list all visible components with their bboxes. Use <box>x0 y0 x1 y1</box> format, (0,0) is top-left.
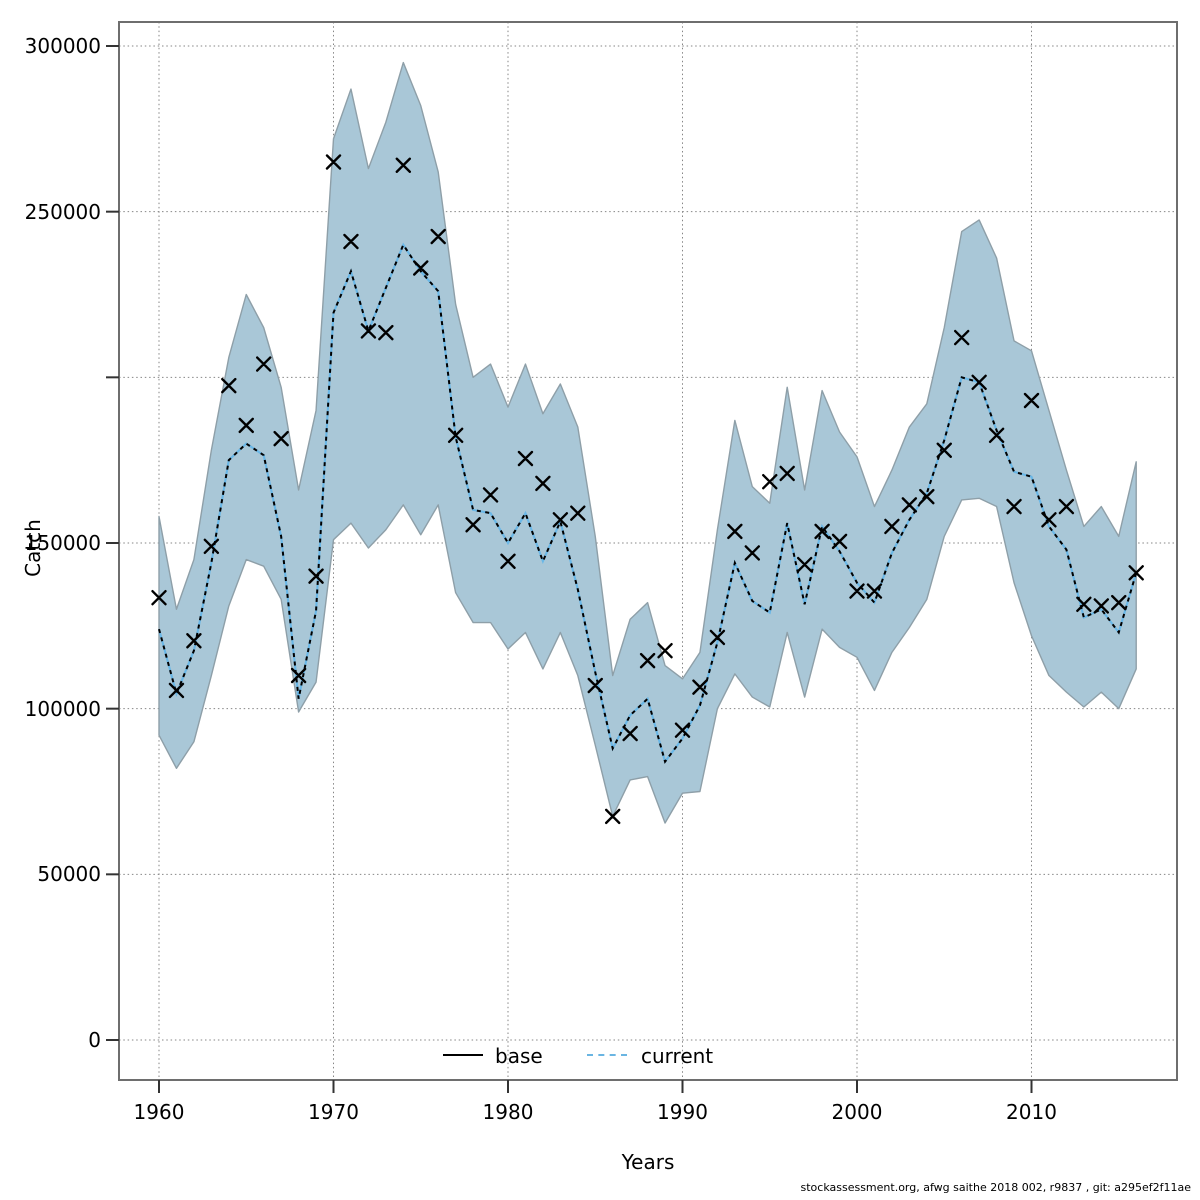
legend-current-line-swatch <box>587 1054 627 1056</box>
base-markers <box>151 154 1144 825</box>
x-tick-label: 1990 <box>657 1100 708 1124</box>
y-tick-label: 0 <box>88 1028 101 1052</box>
y-tick-label: 150000 <box>24 531 101 555</box>
x-tick-label: 1980 <box>482 1100 534 1124</box>
x-axis-title: Years <box>621 1150 675 1174</box>
current-line-blue <box>157 242 1138 765</box>
confidence-band <box>158 61 1137 824</box>
y-tick-label: 50000 <box>37 862 101 887</box>
x-tick-label: 2000 <box>831 1100 883 1124</box>
x-tick-label: 1970 <box>308 1100 359 1124</box>
y-tick-label: 250000 <box>24 199 101 224</box>
y-tick-label: 100000 <box>24 696 101 721</box>
x-tick-label: 2010 <box>1006 1100 1057 1124</box>
footer-attribution: stockassessment.org, afwg saithe 2018 00… <box>800 1181 1192 1194</box>
x-tick-label: 1960 <box>133 1100 185 1124</box>
legend-base-label: base <box>495 1044 543 1068</box>
legend-current-label: current <box>641 1044 714 1068</box>
y-tick-label: 300000 <box>24 34 101 58</box>
plot-frame <box>118 21 1178 1081</box>
legend-base-line-swatch <box>443 1054 483 1056</box>
